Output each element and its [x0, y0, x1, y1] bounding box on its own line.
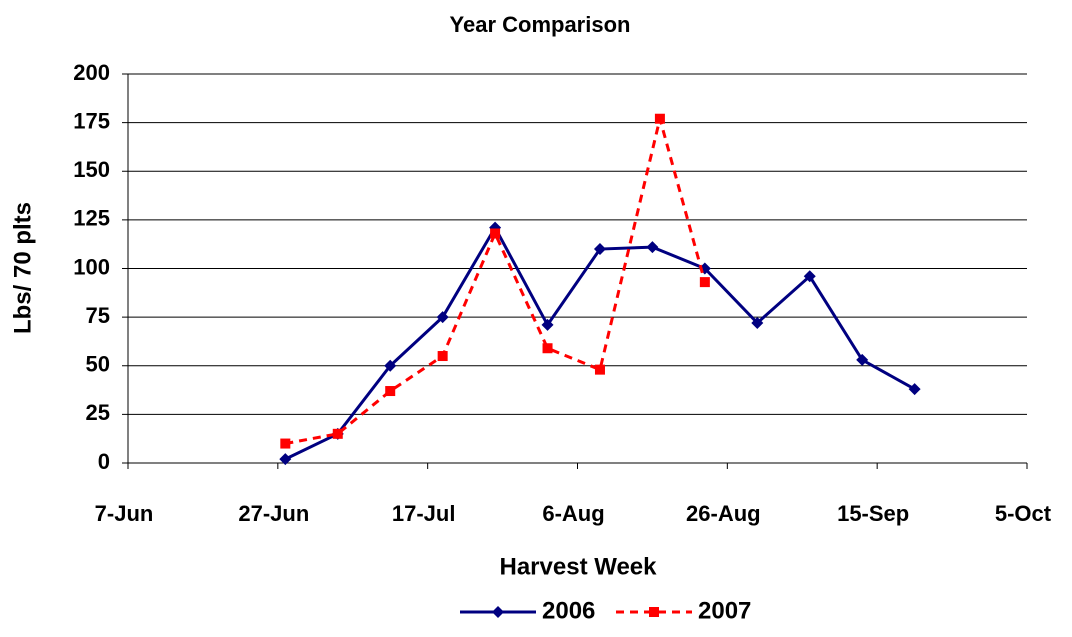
- x-tick-label: 5-Oct: [995, 501, 1052, 526]
- legend-marker: [492, 606, 504, 618]
- x-tick-label: 27-Jun: [238, 501, 309, 526]
- data-point: [436, 311, 449, 324]
- y-tick-label: 0: [98, 449, 110, 474]
- y-tick-label: 100: [73, 254, 110, 279]
- data-point: [542, 343, 553, 354]
- data-point: [332, 428, 343, 439]
- data-point: [751, 316, 764, 329]
- series-line: [284, 224, 916, 461]
- data-point: [384, 359, 397, 372]
- data-point: [699, 277, 710, 288]
- data-point: [594, 364, 605, 375]
- data-point: [541, 318, 554, 331]
- y-tick-label: 25: [86, 400, 110, 425]
- data-point: [593, 243, 606, 256]
- x-tick-label: 15-Sep: [837, 501, 909, 526]
- data-point: [279, 453, 292, 466]
- legend-label: 2006: [542, 597, 595, 624]
- x-tick-label: 6-Aug: [542, 501, 604, 526]
- y-axis-label: Lbs/ 70 plts: [9, 202, 36, 334]
- data-point: [803, 270, 816, 283]
- data-point: [654, 113, 665, 124]
- x-axis-label: Harvest Week: [500, 553, 658, 580]
- y-tick-label: 50: [86, 352, 110, 377]
- data-point: [437, 351, 448, 362]
- x-tick-label: 26-Aug: [686, 501, 761, 526]
- data-point: [280, 438, 291, 449]
- y-tick-label: 150: [73, 157, 110, 182]
- y-tick-label: 200: [73, 60, 110, 85]
- x-tick-label: 7-Jun: [95, 501, 154, 526]
- legend-marker: [649, 607, 659, 617]
- data-point: [646, 241, 659, 254]
- data-point: [908, 383, 921, 396]
- x-tick-label: 17-Jul: [392, 501, 456, 526]
- series-line: [285, 118, 707, 446]
- y-tick-label: 175: [73, 108, 110, 133]
- y-tick-label: 75: [86, 303, 110, 328]
- chart-title: Year Comparison: [450, 12, 631, 37]
- data-point: [490, 228, 501, 239]
- data-point: [385, 386, 396, 397]
- legend-label: 2007: [698, 597, 751, 624]
- data-point: [856, 353, 869, 366]
- y-tick-label: 125: [73, 206, 110, 231]
